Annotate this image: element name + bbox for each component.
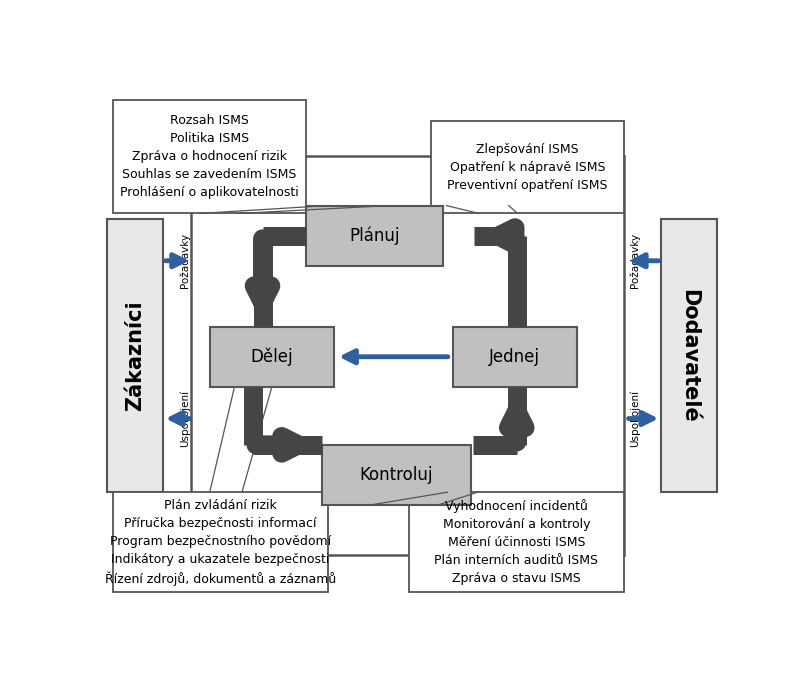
- Text: Dodavatelé: Dodavatelé: [679, 288, 699, 422]
- Bar: [452, 326, 577, 387]
- Bar: [112, 100, 306, 213]
- Text: Zlepšování ISMS
Opatření k nápravě ISMS
Preventivní opatření ISMS: Zlepšování ISMS Opatření k nápravě ISMS …: [446, 143, 607, 192]
- Bar: [107, 219, 162, 492]
- Text: Zákazníci: Zákazníci: [124, 300, 145, 410]
- Bar: [661, 219, 716, 492]
- Text: Dělej: Dělej: [251, 348, 293, 366]
- Text: Rozsah ISMS
Politika ISMS
Zpráva o hodnocení rizik
Souhlas se zavedením ISMS
Pro: Rozsah ISMS Politika ISMS Zpráva o hodno…: [120, 114, 299, 199]
- Text: Plán zvládání rizik
Příručka bezpečnosti informací
Program bezpečnostního povědo: Plán zvládání rizik Příručka bezpečnosti…: [104, 499, 336, 586]
- Bar: [321, 445, 471, 505]
- Text: Uspokojení: Uspokojení: [180, 390, 190, 447]
- Bar: [190, 156, 623, 555]
- Text: Uspokojení: Uspokojení: [629, 390, 639, 447]
- Text: Vyhodnocení incidentů
Monitorování a kontroly
Měření účinnosti ISMS
Plán interní: Vyhodnocení incidentů Monitorování a kon…: [434, 499, 597, 585]
- Bar: [430, 122, 623, 213]
- Bar: [409, 492, 623, 592]
- Text: Kontroluj: Kontroluj: [359, 466, 433, 484]
- Bar: [306, 206, 442, 266]
- Text: Požadavky: Požadavky: [629, 233, 639, 288]
- Text: Jednej: Jednej: [489, 348, 540, 366]
- Bar: [112, 492, 328, 592]
- Bar: [210, 326, 334, 387]
- Text: Plánuj: Plánuj: [349, 227, 399, 245]
- Text: Požadavky: Požadavky: [180, 233, 190, 288]
